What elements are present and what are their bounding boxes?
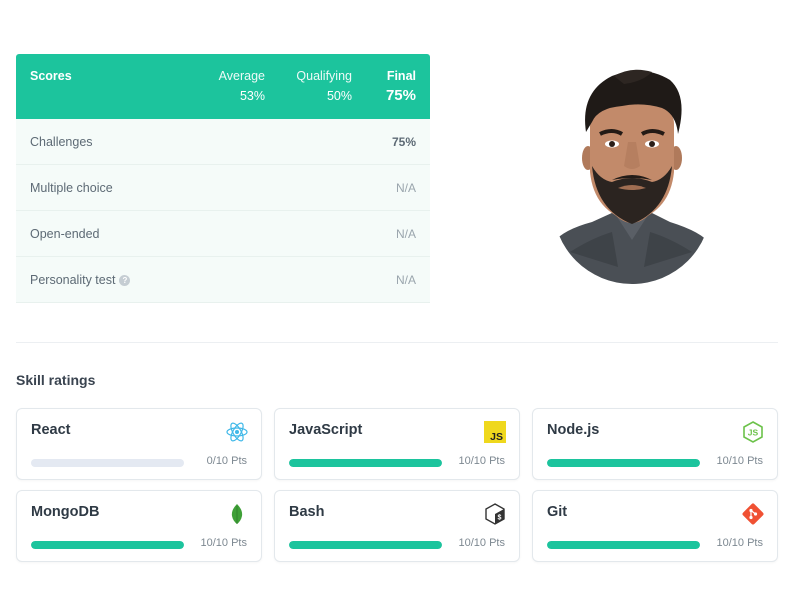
qualifying-label: Qualifying — [296, 69, 352, 83]
skill-progress-bar — [31, 459, 184, 467]
row-value: 75% — [391, 134, 416, 149]
qualifying-value: 50% — [326, 89, 352, 103]
score-row-personality-test: Personality test? N/A — [16, 257, 430, 303]
skill-ratings-title: Skill ratings — [16, 372, 96, 388]
candidate-avatar — [552, 62, 710, 284]
skill-progress-bar — [31, 541, 184, 549]
skill-progress-bar — [547, 541, 700, 549]
skill-card-nodejs[interactable]: Node.js JS 10/10 Pts — [532, 408, 778, 480]
row-value: N/A — [395, 226, 416, 241]
skill-card-javascript[interactable]: JavaScript JS 10/10 Pts — [274, 408, 520, 480]
mongodb-icon — [231, 504, 243, 524]
react-icon — [226, 422, 248, 442]
average-value: 53% — [239, 89, 265, 103]
skill-name: React — [31, 422, 71, 438]
skill-progress-fill — [289, 541, 442, 549]
score-row-challenges: Challenges 75% — [16, 119, 430, 165]
row-value: N/A — [395, 272, 416, 287]
scores-title: Scores — [30, 69, 72, 83]
row-label: Personality test — [30, 272, 116, 287]
scores-table: Scores Average 53% Qualifying 50% Final … — [16, 54, 430, 303]
row-label: Open-ended — [30, 226, 100, 241]
final-score: Final 75% — [386, 69, 416, 104]
row-label: Challenges — [30, 134, 93, 149]
skill-card-git[interactable]: Git 10/10 Pts — [532, 490, 778, 562]
qualifying-score: Qualifying 50% — [296, 69, 352, 103]
row-value: N/A — [395, 180, 416, 195]
skill-card-bash[interactable]: Bash $ 10/10 Pts — [274, 490, 520, 562]
skill-progress-fill — [547, 541, 700, 549]
skill-name: MongoDB — [31, 504, 100, 520]
average-score: Average 53% — [219, 69, 265, 103]
skill-points: 0/10 Pts — [206, 455, 247, 467]
row-label-wrap: Personality test? — [30, 272, 131, 287]
javascript-icon: JS — [484, 421, 506, 443]
bash-icon: $ — [485, 503, 505, 525]
skill-progress-bar — [289, 541, 442, 549]
question-icon[interactable]: ? — [119, 274, 131, 286]
skill-card-react[interactable]: React 0/10 Pts — [16, 408, 262, 480]
skill-name: Node.js — [547, 422, 600, 438]
skill-progress-fill — [547, 459, 700, 467]
git-icon — [742, 503, 764, 525]
skill-points: 10/10 Pts — [458, 455, 505, 467]
skill-points: 10/10 Pts — [716, 537, 763, 549]
final-label: Final — [386, 69, 416, 83]
average-label: Average — [218, 69, 265, 83]
svg-text:JS: JS — [748, 428, 759, 438]
final-value: 75% — [385, 87, 416, 104]
skill-card-mongodb[interactable]: MongoDB 10/10 Pts — [16, 490, 262, 562]
skill-points: 10/10 Pts — [716, 455, 763, 467]
skill-progress-bar — [547, 459, 700, 467]
section-divider — [16, 342, 778, 343]
skill-progress-fill — [31, 541, 184, 549]
row-label: Multiple choice — [30, 180, 113, 195]
svg-text:$: $ — [497, 515, 501, 523]
skill-name: Bash — [289, 504, 325, 520]
skill-name: JavaScript — [289, 422, 363, 438]
svg-text:JS: JS — [490, 431, 503, 443]
skill-progress-fill — [289, 459, 442, 467]
score-row-open-ended: Open-ended N/A — [16, 211, 430, 257]
skill-name: Git — [547, 504, 568, 520]
score-row-multiple-choice: Multiple choice N/A — [16, 165, 430, 211]
skill-points: 10/10 Pts — [458, 537, 505, 549]
skill-points: 10/10 Pts — [200, 537, 247, 549]
skill-progress-bar — [289, 459, 442, 467]
scores-header: Scores Average 53% Qualifying 50% Final … — [16, 54, 430, 119]
nodejs-icon: JS — [743, 421, 763, 443]
